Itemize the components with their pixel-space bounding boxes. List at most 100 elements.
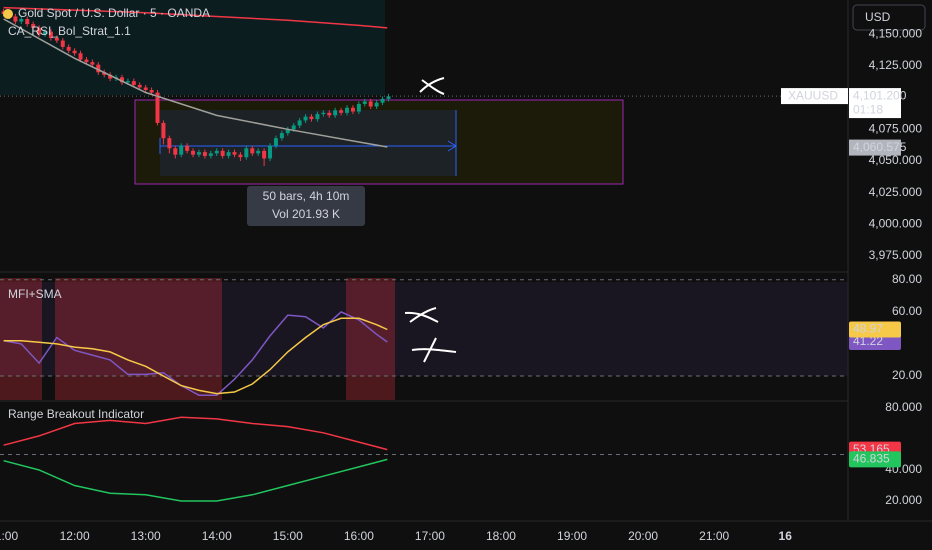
- candle-body: [244, 148, 249, 158]
- x-tick-label: 11:00: [0, 529, 18, 543]
- last-value-label: 41.22: [853, 334, 883, 348]
- candle-body: [185, 145, 190, 151]
- candle-body: [279, 133, 284, 139]
- tooltip-text: Vol 201.93 K: [272, 207, 340, 221]
- candle-body: [137, 84, 142, 88]
- currency-button[interactable]: [852, 4, 926, 31]
- candle-body: [202, 152, 207, 156]
- series-line: [3, 6, 388, 29]
- last-value-box: [849, 333, 901, 350]
- y-tick-label: 4,050.000: [869, 153, 923, 167]
- candle-body: [31, 24, 36, 28]
- mfi-zone: [55, 278, 222, 400]
- candle-body: [303, 116, 308, 121]
- x-tick-label: 14:00: [202, 529, 232, 543]
- candle-body: [214, 150, 219, 154]
- y-tick-label: 20.000: [885, 493, 922, 507]
- candle-body: [368, 101, 373, 107]
- candle-body: [250, 148, 255, 154]
- candle-body: [256, 150, 261, 154]
- x-tick-label: 12:00: [60, 529, 90, 543]
- price-label: 4,101.200: [853, 88, 907, 102]
- candle-body: [48, 31, 53, 39]
- y-tick-label: 20.00: [892, 368, 922, 382]
- candle-body: [125, 81, 130, 83]
- price-box: [849, 88, 901, 119]
- candle-body: [232, 152, 237, 155]
- candle-body: [173, 148, 178, 155]
- series-line: [3, 416, 388, 451]
- y-tick-label: 80.000: [885, 400, 922, 414]
- symbol-box: [781, 88, 848, 105]
- x-tick-label: 18:00: [486, 529, 516, 543]
- y-tick-label: 4,125.000: [869, 58, 923, 72]
- measure-arrow: [447, 140, 457, 152]
- candle-body: [268, 145, 273, 159]
- candle-body: [108, 74, 113, 79]
- candle-body: [119, 77, 124, 83]
- series-line: [3, 458, 388, 502]
- candle-body: [291, 125, 296, 130]
- currency-label[interactable]: USD: [865, 10, 891, 24]
- x-tick-label: 13:00: [131, 529, 161, 543]
- candle-body: [19, 19, 24, 22]
- series-line: [3, 317, 388, 395]
- tooltip: [247, 186, 365, 226]
- candle-body: [374, 102, 379, 107]
- candle-body: [297, 120, 302, 126]
- last-value-box: [849, 451, 901, 468]
- x-tick-label: 16:00: [344, 529, 374, 543]
- last-value-label: 46.835: [853, 452, 890, 466]
- x-tick-label: 19:00: [557, 529, 587, 543]
- y-tick-label: 4,150.000: [869, 26, 923, 40]
- candle-body: [78, 53, 83, 60]
- candle-body: [54, 38, 59, 41]
- x-tick-label: 20:00: [628, 529, 658, 543]
- range-box: [134, 99, 624, 185]
- y-tick-label: 4,075.000: [869, 121, 923, 135]
- candle-body: [131, 81, 136, 85]
- candle-body: [362, 101, 367, 104]
- candle-body: [37, 27, 42, 35]
- indicator-title: MFI+SMA: [8, 287, 62, 301]
- last-value-label: 48.97: [853, 322, 883, 336]
- candle-body: [191, 150, 196, 155]
- candle-body: [220, 150, 225, 156]
- candle-body: [309, 116, 314, 120]
- candle-body: [84, 59, 89, 63]
- candle-body: [72, 50, 77, 54]
- candle-body: [262, 150, 267, 159]
- hand-mark: [419, 77, 445, 95]
- plot-layer: [0, 6, 848, 502]
- candle-body: [321, 112, 326, 115]
- mfi-zone: [0, 278, 42, 400]
- candle-body: [226, 152, 231, 156]
- countdown-label: 01:18: [853, 102, 883, 116]
- candle-body: [66, 46, 71, 51]
- candle-body: [60, 40, 65, 47]
- indicator-title: CA_RSI_Bol_Strat_1.1: [8, 24, 131, 38]
- hand-mark: [411, 337, 457, 363]
- candle-body: [238, 154, 243, 158]
- candle-body: [345, 107, 350, 113]
- measure-box: [160, 110, 456, 176]
- hand-mark: [404, 307, 439, 323]
- candle-body: [13, 16, 18, 22]
- candle-body: [208, 153, 213, 156]
- candle-body: [350, 107, 355, 112]
- y-tick-label: 80.00: [892, 272, 922, 286]
- candle-body: [167, 138, 172, 149]
- candle-body: [356, 103, 361, 112]
- candle-body: [386, 96, 391, 99]
- candle-body: [327, 112, 332, 116]
- candle-body: [273, 138, 278, 146]
- indicator-title: Range Breakout Indicator: [8, 407, 144, 421]
- candle-body: [155, 92, 160, 123]
- x-tick-label: 16: [779, 529, 793, 543]
- candle-body: [161, 122, 166, 139]
- candle-body: [179, 145, 184, 155]
- candle-body: [149, 90, 154, 93]
- chart-title: Gold Spot / U.S. Dollar · 5 · OANDA: [18, 6, 210, 20]
- y-tick-label: 4,000.000: [869, 217, 923, 231]
